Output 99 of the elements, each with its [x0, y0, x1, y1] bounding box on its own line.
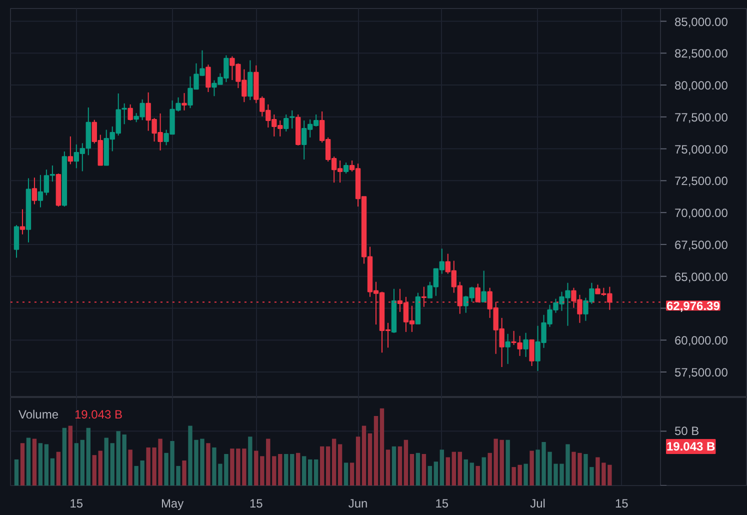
y-tick-label: 85,000.00 [674, 14, 728, 29]
bar [206, 443, 210, 486]
bar [284, 454, 288, 486]
bar [332, 438, 336, 486]
bar [92, 455, 96, 486]
candlestick [122, 102, 127, 125]
bar [446, 457, 450, 486]
bar [530, 450, 534, 486]
bar [26, 438, 31, 486]
bar [392, 446, 396, 486]
x-tick-label: 15 [70, 496, 84, 510]
candlestick [32, 177, 38, 205]
candlestick [128, 104, 133, 121]
candlestick [182, 92, 187, 111]
bar [68, 426, 73, 486]
x-tick-label: 15 [249, 496, 264, 510]
bar [86, 428, 90, 486]
bar [356, 436, 360, 486]
y-tick-label: 60,000.00 [674, 334, 728, 348]
bar [326, 446, 330, 486]
bar [44, 444, 49, 486]
bar [56, 452, 61, 486]
candlestick [290, 110, 295, 130]
bar [470, 462, 474, 486]
x-tick-label: 15 [435, 496, 449, 510]
candlestick [284, 114, 289, 132]
x-tick-label: Jul [530, 496, 546, 510]
bar [416, 452, 420, 486]
bar [50, 458, 55, 486]
text: Volume [18, 408, 59, 422]
bar [404, 440, 408, 486]
candlestick [14, 224, 20, 258]
bar [434, 462, 438, 486]
text: 19.043 B [74, 408, 123, 422]
bar [344, 462, 348, 486]
bar [440, 450, 444, 486]
bar [98, 450, 102, 486]
bar [464, 459, 468, 486]
bar [506, 440, 510, 486]
bar [272, 456, 276, 486]
y-tick-label: 67,500.00 [674, 238, 728, 252]
bar [524, 464, 528, 486]
bar [380, 408, 384, 486]
candlestick [529, 339, 534, 366]
y-tick-label: 80,000.00 [674, 78, 728, 93]
bar [38, 443, 43, 486]
bar [182, 460, 186, 486]
candlestick [505, 333, 510, 364]
candlestick [20, 208, 26, 235]
y-tick-label: 70,000.00 [674, 206, 728, 220]
y-tick-label: 75,000.00 [674, 142, 728, 156]
bar [314, 459, 318, 486]
bar [410, 454, 414, 486]
y-tick-label: 50 B [674, 424, 700, 438]
bar [248, 436, 252, 486]
bar [482, 457, 486, 486]
bar [422, 454, 426, 486]
bar [302, 456, 306, 486]
candlestick [523, 332, 528, 358]
bar [20, 443, 25, 486]
bar [308, 459, 312, 486]
bar [476, 466, 480, 486]
bar [386, 450, 390, 486]
bar [428, 466, 432, 486]
candlestick [343, 162, 349, 174]
y-tick-label: 72,500.00 [674, 174, 728, 188]
y-tick-label: 82,500.00 [674, 46, 728, 61]
bar [362, 426, 366, 486]
bar [14, 459, 19, 486]
bar [350, 462, 354, 486]
y-tick-label: 57,500.00 [674, 365, 728, 380]
bar [452, 452, 456, 486]
bar [110, 443, 114, 486]
bar [290, 454, 294, 486]
bar [368, 433, 372, 486]
bar [296, 452, 300, 486]
bar [338, 444, 342, 486]
x-tick-label: Jun [348, 496, 368, 510]
bar [104, 438, 108, 486]
y-tick-label: 65,000.00 [674, 270, 728, 284]
candlestick [68, 136, 74, 165]
bar [128, 450, 132, 486]
bar [278, 454, 282, 486]
bar [458, 452, 462, 486]
bar [32, 438, 37, 486]
annotation: 19.043 B [666, 440, 716, 454]
bar [62, 428, 67, 486]
candlestick [248, 60, 253, 101]
x-tick-label: May [160, 496, 184, 510]
ref-line-label: 62,976.39 [666, 299, 720, 314]
x-tick-label: 15 [614, 496, 629, 510]
candlestick [481, 270, 486, 302]
bar [374, 416, 378, 486]
candlestick [206, 64, 211, 93]
y-tick-label: 77,500.00 [674, 110, 728, 124]
bar [74, 443, 79, 486]
bar [80, 440, 84, 486]
bar [398, 446, 402, 486]
bar [320, 446, 324, 486]
